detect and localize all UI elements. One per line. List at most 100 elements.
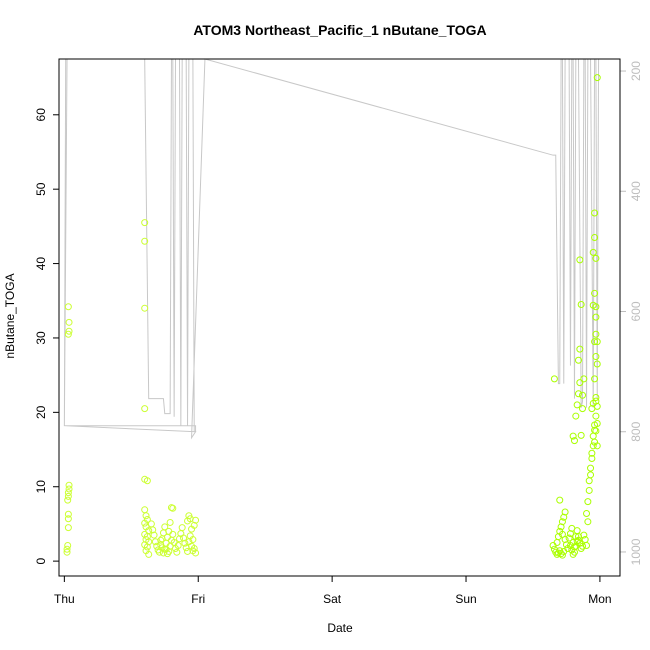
data-point: [65, 481, 73, 489]
data-point: [573, 401, 581, 409]
data-point: [65, 485, 73, 493]
data-point: [591, 289, 599, 297]
data-point: [142, 512, 150, 520]
y-axis-label: nButane_TOGA: [3, 273, 17, 358]
y2-tick-label-200: 200: [629, 61, 643, 81]
data-point: [550, 375, 558, 383]
data-point: [592, 330, 600, 338]
data-point: [591, 375, 599, 383]
data-point: [592, 427, 600, 435]
data-point: [63, 545, 71, 553]
chart-title: ATOM3 Northeast_Pacific_1 nButane_TOGA: [193, 22, 486, 38]
data-point: [574, 390, 582, 398]
data-point: [553, 539, 561, 547]
data-point: [573, 527, 581, 535]
data-point: [165, 547, 173, 555]
data-point: [181, 539, 189, 547]
data-point: [576, 256, 584, 264]
data-point: [141, 519, 149, 527]
data-point: [579, 542, 587, 550]
data-point: [585, 486, 593, 494]
data-point: [569, 432, 577, 440]
data-point: [141, 405, 149, 413]
data-point: [143, 543, 151, 551]
data-point: [549, 542, 557, 550]
data-point: [593, 420, 601, 428]
data-point: [65, 318, 73, 326]
data-point: [566, 542, 574, 550]
data-point: [592, 397, 600, 405]
data-point: [592, 313, 600, 321]
data-point: [593, 74, 601, 82]
y-axis: 0 10 20 30 40 50 60: [34, 108, 59, 564]
y-tick-label-30: 30: [34, 331, 48, 345]
data-point: [147, 520, 155, 528]
y-tick-label-20: 20: [34, 405, 48, 419]
data-point: [591, 338, 599, 346]
y-tick-label-10: 10: [34, 480, 48, 494]
data-point: [64, 515, 72, 523]
data-point: [192, 549, 200, 557]
data-point: [143, 477, 151, 485]
x-tick-label-fri: Fri: [191, 592, 205, 606]
data-point: [150, 531, 158, 539]
data-point: [64, 510, 72, 518]
data-point: [566, 530, 574, 538]
data-point: [592, 353, 600, 361]
data-point: [592, 254, 600, 262]
data-point: [589, 442, 597, 450]
secondary-profile-line-layer: [63, 58, 600, 440]
data-point: [580, 375, 588, 383]
data-point: [166, 518, 174, 526]
plot-frame: [58, 58, 621, 577]
data-point: [592, 303, 600, 311]
data-point: [65, 327, 73, 335]
data-point: [189, 536, 197, 544]
secondary-y-axis: 200 400 600 800 1000: [620, 61, 643, 565]
data-point: [584, 518, 592, 526]
data-point: [587, 471, 595, 479]
data-point: [556, 496, 564, 504]
data-point: [169, 504, 177, 512]
data-point: [588, 449, 596, 457]
y2-tick-label-1000: 1000: [629, 538, 643, 565]
data-point: [190, 521, 198, 529]
y2-tick-label-600: 600: [629, 301, 643, 321]
y-tick-label-60: 60: [34, 108, 48, 122]
y-tick-label-40: 40: [34, 257, 48, 271]
data-point: [588, 454, 596, 462]
data-point: [572, 412, 580, 420]
data-points-layer: [63, 74, 601, 559]
data-point: [587, 464, 595, 472]
data-point: [165, 527, 173, 535]
data-point: [591, 209, 599, 217]
data-point: [173, 548, 181, 556]
data-point: [592, 393, 600, 401]
data-point: [576, 345, 584, 353]
data-point: [558, 518, 566, 526]
x-axis: Thu Fri Sat Sun Mon: [54, 576, 612, 606]
data-point: [589, 248, 597, 256]
data-point: [593, 360, 601, 368]
data-point: [157, 536, 165, 544]
data-point: [184, 547, 192, 555]
data-point: [574, 356, 582, 364]
y-tick-label-50: 50: [34, 182, 48, 196]
data-point: [554, 533, 562, 541]
data-point: [561, 508, 569, 516]
data-point: [64, 492, 72, 500]
data-point: [169, 530, 177, 538]
x-tick-label-sun: Sun: [455, 592, 476, 606]
data-point: [141, 219, 149, 227]
data-point: [161, 523, 169, 531]
data-point: [579, 405, 587, 413]
data-point: [593, 442, 601, 450]
x-tick-label-thu: Thu: [54, 592, 75, 606]
data-point: [557, 523, 565, 531]
data-point: [192, 516, 200, 524]
data-point: [141, 506, 149, 514]
data-point: [64, 542, 72, 550]
data-point: [561, 536, 569, 544]
data-point: [176, 535, 184, 543]
